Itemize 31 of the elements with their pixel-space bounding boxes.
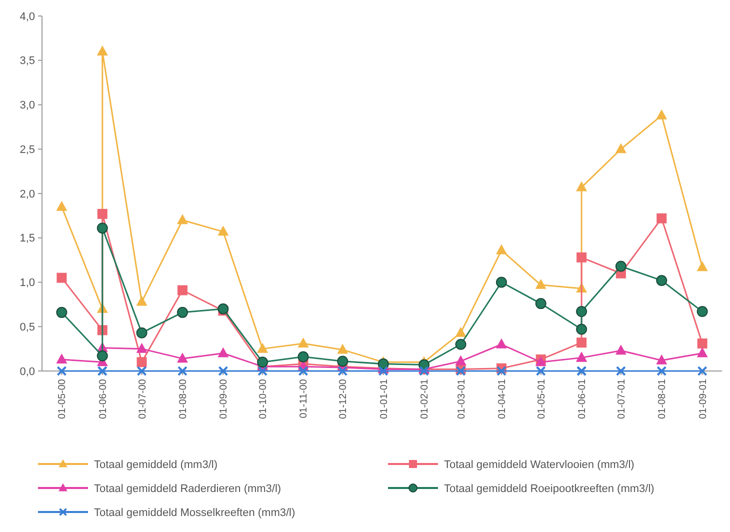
x-tick-label: 01-04-01 [496,378,508,420]
legend-label: Totaal gemiddeld Raderdieren (mm3/l) [94,482,282,495]
legend-label: Totaal gemiddeld Watervlooien (mm3/l) [444,458,634,471]
x-tick-label: 01-02-01 [420,378,431,420]
x-tick-label: 01-09-00 [218,378,230,420]
y-tick-label: 3,0 [20,100,35,112]
y-tick-label: 1,0 [20,277,35,290]
x-tick-label: 01-08-01 [657,378,668,420]
x-tick-label: 01-06-01 [577,378,588,420]
x-tick-label: 01-07-00 [137,378,148,420]
x-tick-label: 01-09-01 [698,378,709,420]
x-tick-label: 01-11-00 [298,378,310,418]
x-tick-label: 01-08-00 [178,378,189,420]
x-tick-label: 01-05-00 [57,378,68,420]
y-tick-label: 0,5 [20,321,35,334]
y-tick-label: 1,5 [20,232,35,245]
x-tick-label: 01-10-00 [258,378,270,420]
y-tick-label: 2,0 [20,188,35,200]
x-tick-label: 01-05-01 [536,378,548,420]
x-tick-label: 01-07-01 [616,378,628,420]
legend-label: Totaal gemiddeld Roeipootkreeften (mm3/l) [444,482,654,495]
x-tick-label: 01-03-01 [456,378,468,420]
y-tick-label: 4,0 [20,10,35,23]
legend-label: Totaal gemiddeld Mosselkreeften (mm3/l) [94,506,296,519]
x-tick-label: 01-12-00 [338,378,350,420]
y-tick-label: 2,5 [20,144,35,156]
x-tick-label: 01-06-00 [98,378,109,420]
y-tick-label: 3,5 [20,55,35,68]
y-tick-label: 0,0 [20,366,35,378]
x-tick-label: 01-01-01 [378,378,390,420]
legend-label: Totaal gemiddeld (mm3/l) [94,458,218,471]
